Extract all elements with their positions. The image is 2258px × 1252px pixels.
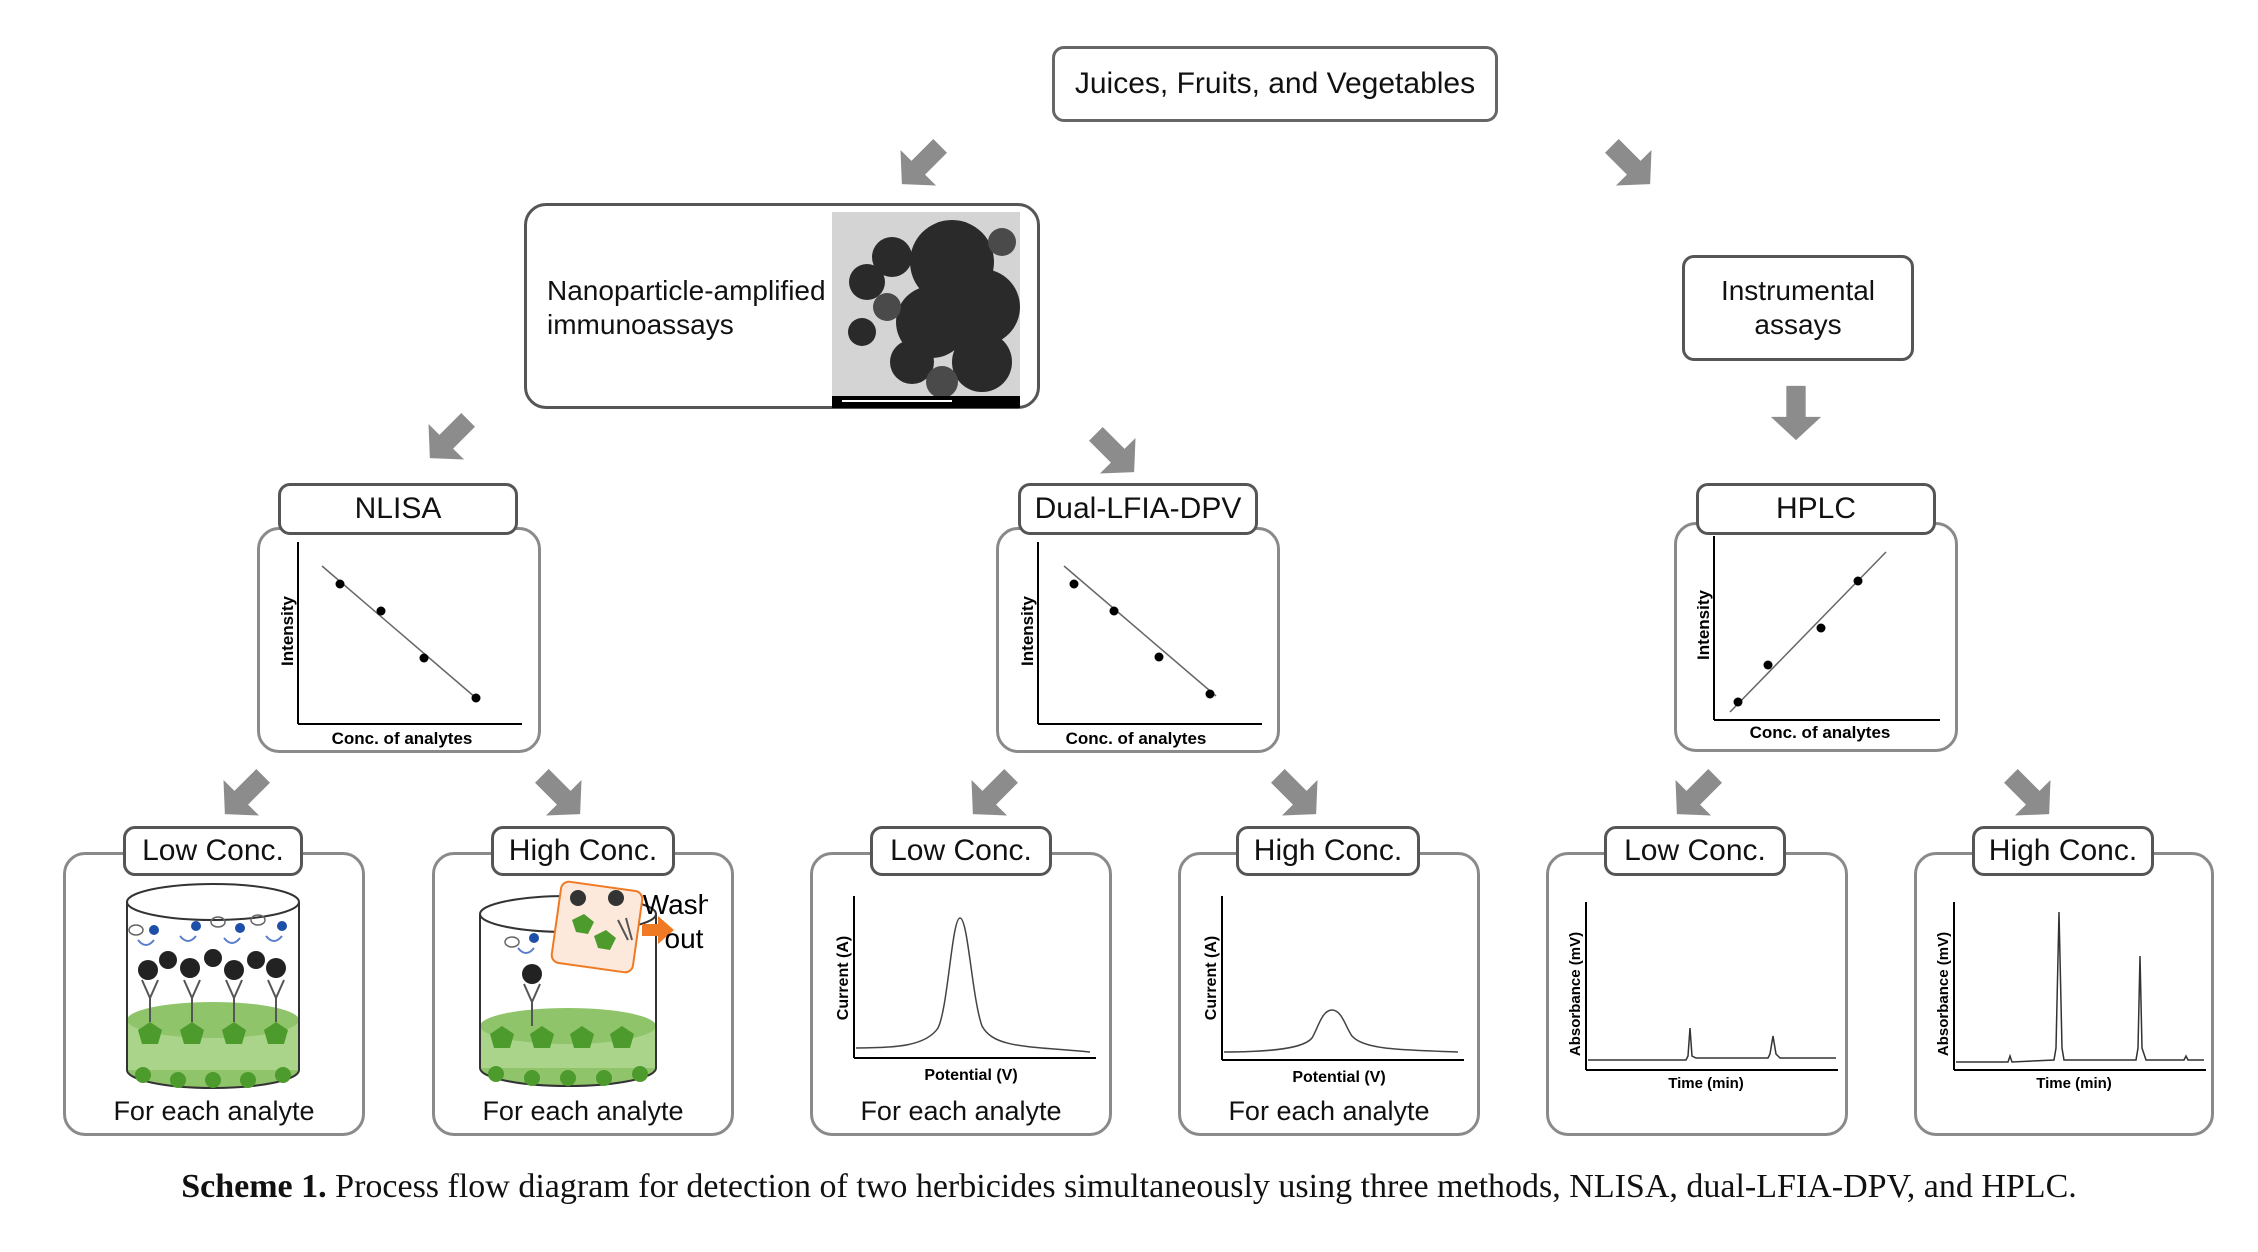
dpv-low-xlabel: Potential (V) bbox=[924, 1067, 1017, 1084]
nlisa-label-box: NLISA bbox=[278, 483, 518, 535]
nlisa-xlabel: Conc. of analytes bbox=[332, 729, 473, 748]
dual-lfia-dpv-calibration-panel bbox=[996, 527, 1280, 753]
hplc-high-xlabel: Time (min) bbox=[2036, 1075, 2112, 1092]
instrumental-assays-box: Instrumental assays bbox=[1682, 255, 1914, 361]
nlisa-high-conc-label: High Conc. bbox=[508, 834, 658, 867]
nlisa-label: NLISA bbox=[354, 492, 442, 525]
hplc-low-conc-chromatogram: Time (min) Absorbance (mV) bbox=[1567, 902, 1838, 1092]
nano-immunoassay-box: Nanoparticle-amplified immunoassays bbox=[524, 203, 1040, 409]
arrow-down-right-icon bbox=[1602, 136, 1660, 194]
data-point bbox=[1816, 623, 1826, 633]
nano-label-line1: Nanoparticle-amplified bbox=[547, 275, 826, 306]
top-source-box: Juices, Fruits, and Vegetables bbox=[1052, 46, 1498, 122]
nlisa-calibration-chart: Conc. of analytes Intensity bbox=[278, 542, 522, 748]
nlisa-low-conc-footer: For each analyte bbox=[113, 1096, 315, 1126]
hplc-ylabel: Intensity bbox=[1694, 590, 1713, 660]
nlisa-calibration-panel bbox=[257, 527, 541, 753]
hplc-low-ylabel: Absorbance (mV) bbox=[1567, 932, 1584, 1056]
instrumental-label-line1: Instrumental bbox=[1720, 275, 1876, 306]
dpv-high-xlabel: Potential (V) bbox=[1292, 1069, 1385, 1086]
dpv-high-ylabel: Current (A) bbox=[1203, 936, 1220, 1020]
instrumental-label-line2: assays bbox=[1754, 309, 1842, 340]
nlisa-low-conc-label-box: Low Conc. bbox=[123, 826, 303, 876]
nlisa-low-conc-label: Low Conc. bbox=[142, 834, 284, 867]
dpv-low-conc-voltammogram: Potential (V) Current (A) bbox=[835, 896, 1096, 1084]
dpv-low-conc-label: Low Conc. bbox=[890, 834, 1032, 867]
dpv-high-conc-label-box: High Conc. bbox=[1236, 826, 1420, 876]
wash-out-text-line2: out bbox=[665, 923, 704, 954]
arrow-down-right-icon bbox=[1086, 424, 1144, 482]
arrow-down-icon bbox=[1767, 384, 1825, 442]
dpv-high-conc-voltammogram: Potential (V) Current (A) bbox=[1203, 896, 1464, 1086]
arrow-down-right-icon bbox=[532, 766, 590, 824]
dpv-high-conc-label: High Conc. bbox=[1253, 834, 1403, 867]
nlisa-low-well-illustration bbox=[126, 883, 300, 1089]
data-point bbox=[335, 579, 345, 589]
data-point bbox=[1733, 697, 1743, 707]
dpv-low-conc-label-box: Low Conc. bbox=[870, 826, 1052, 876]
figure-caption: Scheme 1. Process flow diagram for detec… bbox=[0, 1168, 2258, 1206]
data-point bbox=[1763, 660, 1773, 670]
wash-out-text-line1: Wash bbox=[643, 889, 708, 920]
dual-lfia-dpv-label-box: Dual-LFIA-DPV bbox=[1018, 483, 1258, 535]
hplc-calibration-chart: Conc. of analytes Intensity bbox=[1694, 536, 1940, 742]
data-point bbox=[419, 653, 429, 663]
dpv-low-conc-panel bbox=[810, 852, 1112, 1136]
dual-lfia-dpv-xlabel: Conc. of analytes bbox=[1066, 729, 1207, 748]
dual-lfia-dpv-ylabel: Intensity bbox=[1018, 596, 1037, 666]
hplc-high-conc-label: High Conc. bbox=[1988, 834, 2138, 867]
hplc-low-xlabel: Time (min) bbox=[1668, 1075, 1744, 1092]
arrow-down-left-icon bbox=[420, 410, 478, 468]
dpv-low-ylabel: Current (A) bbox=[835, 936, 852, 1020]
data-point bbox=[471, 693, 481, 703]
nlisa-high-conc-label-box: High Conc. bbox=[491, 826, 675, 876]
hplc-high-ylabel: Absorbance (mV) bbox=[1935, 932, 1952, 1056]
hplc-high-conc-chromatogram: Time (min) Absorbance (mV) bbox=[1935, 902, 2206, 1092]
hplc-high-conc-panel bbox=[1914, 852, 2214, 1136]
arrow-down-right-icon bbox=[2001, 766, 2059, 824]
dual-lfia-dpv-label: Dual-LFIA-DPV bbox=[1034, 492, 1242, 525]
tem-micrograph-image bbox=[832, 212, 1020, 408]
arrow-down-left-icon bbox=[892, 136, 950, 194]
dual-lfia-dpv-calibration-chart: Conc. of analytes Intensity bbox=[1018, 542, 1262, 748]
data-point bbox=[376, 606, 386, 616]
dpv-high-conc-footer: For each analyte bbox=[1228, 1096, 1430, 1126]
nlisa-ylabel: Intensity bbox=[278, 596, 297, 666]
data-point bbox=[1109, 606, 1119, 616]
hplc-low-conc-label: Low Conc. bbox=[1624, 834, 1766, 867]
caption-text: Process flow diagram for detection of tw… bbox=[335, 1168, 2077, 1205]
data-point bbox=[1853, 576, 1863, 586]
hplc-calibration-panel bbox=[1674, 522, 1958, 752]
hplc-low-conc-label-box: Low Conc. bbox=[1604, 826, 1786, 876]
nano-label-line2: immunoassays bbox=[547, 309, 734, 340]
top-source-label: Juices, Fruits, and Vegetables bbox=[1074, 67, 1476, 100]
data-point bbox=[1154, 652, 1164, 662]
arrow-down-left-icon bbox=[215, 766, 273, 824]
hplc-label: HPLC bbox=[1775, 492, 1857, 525]
nlisa-high-well-illustration: Wash out bbox=[479, 880, 708, 1087]
arrow-down-right-icon bbox=[1268, 766, 1326, 824]
hplc-xlabel: Conc. of analytes bbox=[1750, 723, 1891, 742]
dpv-low-conc-footer: For each analyte bbox=[860, 1096, 1062, 1126]
arrow-down-left-icon bbox=[963, 766, 1021, 824]
dpv-high-conc-panel bbox=[1178, 852, 1480, 1136]
nano-label: Nanoparticle-amplified immunoassays bbox=[547, 274, 826, 342]
hplc-high-conc-label-box: High Conc. bbox=[1972, 826, 2154, 876]
arrow-down-left-icon bbox=[1667, 766, 1725, 824]
caption-prefix: Scheme 1. bbox=[181, 1168, 327, 1205]
data-point bbox=[1069, 579, 1079, 589]
hplc-label-box: HPLC bbox=[1696, 483, 1936, 535]
data-point bbox=[1205, 689, 1215, 699]
nlisa-high-conc-footer: For each analyte bbox=[482, 1096, 684, 1126]
